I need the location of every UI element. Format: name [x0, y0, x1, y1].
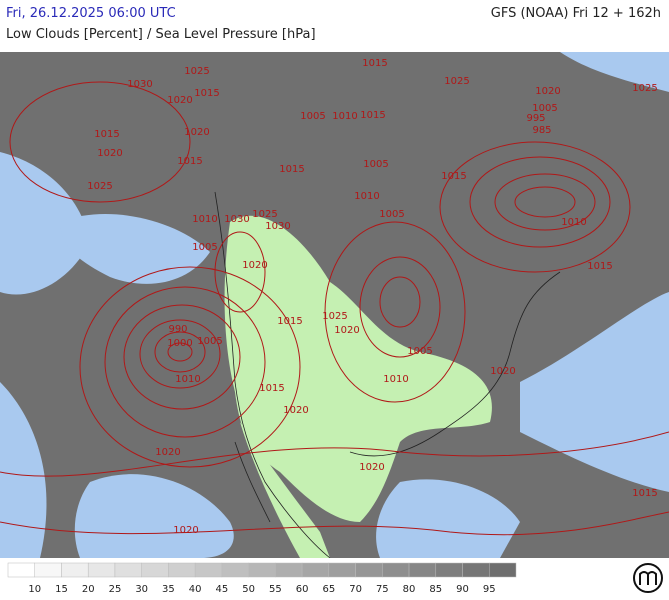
isobar-label: 1025: [444, 76, 469, 87]
isobar-label: 1020: [535, 86, 560, 97]
ocean-clear: [0, 52, 669, 558]
legend-tick-label: 25: [109, 584, 122, 595]
land-clear: [240, 422, 330, 558]
legend-swatch: [7, 562, 35, 578]
isobar-label: 985: [532, 125, 551, 136]
isobars: [0, 81, 669, 536]
isobar-label: 1020: [334, 325, 359, 336]
isobar-label: 1015: [194, 88, 219, 99]
isobar-label: 1010: [332, 111, 357, 122]
isobar-label: 1015: [441, 171, 466, 182]
isobar-label: 1025: [632, 83, 657, 94]
legend-swatch: [87, 562, 116, 578]
legend-tick-label: 95: [483, 584, 496, 595]
isobar-label: 1020: [167, 95, 192, 106]
isobar-label: 1010: [561, 217, 586, 228]
legend-swatch: [275, 562, 303, 578]
isobar-label: 1025: [87, 181, 112, 192]
model-run: GFS (NOAA) Fri 12 + 162h: [490, 6, 661, 21]
isobar-label: 1015: [277, 316, 302, 327]
legend-swatch: [489, 562, 517, 578]
isobar-label: 1005: [192, 242, 217, 253]
isobar-label: 1015: [587, 261, 612, 272]
isobar-label: 1010: [383, 374, 408, 385]
isobar-label: 1015: [279, 164, 304, 175]
isobar-label: 1005: [363, 159, 388, 170]
legend-tick-label: 35: [162, 584, 175, 595]
legend-swatch: [408, 562, 437, 578]
isobar-label: 1005: [197, 336, 222, 347]
isobar-label: 1020: [490, 366, 515, 377]
isobar-label: 1000: [167, 338, 192, 349]
isobar-label: 1020: [242, 260, 267, 271]
isobar-label: 1025: [184, 66, 209, 77]
isobar-label: 1030: [127, 79, 152, 90]
subtitle: Low Clouds [Percent] / Sea Level Pressur…: [6, 27, 316, 42]
isobar-label: 1025: [252, 209, 277, 220]
isobar-label: 1030: [224, 214, 249, 225]
legend-swatch: [462, 562, 490, 578]
legend-swatch: [301, 562, 330, 578]
isobar-label: 1020: [359, 462, 384, 473]
isobar-label: 1020: [283, 405, 308, 416]
isobar-label: 1020: [97, 148, 122, 159]
legend-tick-label: 20: [82, 584, 95, 595]
legend-tick-label: 55: [269, 584, 282, 595]
isobar-label: 1010: [192, 214, 217, 225]
isobar-label: 1015: [177, 156, 202, 167]
isobar-label: 995: [526, 113, 545, 124]
legend-tick-label: 75: [376, 584, 389, 595]
legend-tick-label: 90: [456, 584, 469, 595]
legend-tick-label: 60: [296, 584, 309, 595]
isobar-label: 1015: [360, 110, 385, 121]
isobar-label: 1025: [322, 311, 347, 322]
legend-tick-label: 40: [189, 584, 202, 595]
isobar-label: 1005: [300, 111, 325, 122]
legend-swatch: [114, 562, 142, 578]
legend-swatch: [248, 562, 276, 578]
legend-swatch: [194, 562, 223, 578]
legend-tick-label: 30: [135, 584, 148, 595]
legend-swatch: [328, 562, 356, 578]
isobar-label: 1020: [155, 447, 180, 458]
isobar-label: 1010: [354, 191, 379, 202]
legend-swatch: [435, 562, 463, 578]
map: 1030102510201015101510201020101510251010…: [0, 52, 669, 600]
isobar-label: 1005: [379, 209, 404, 220]
legend-tick-label: 10: [28, 584, 41, 595]
isobar-label: 990: [168, 324, 187, 335]
isobar-label: 1005: [407, 346, 432, 357]
legend-tick-label: 65: [322, 584, 335, 595]
legend-swatch: [61, 562, 89, 578]
legend-tick-label: 50: [242, 584, 255, 595]
isobar-label: 1030: [265, 221, 290, 232]
isobar-label: 1005: [532, 103, 557, 114]
legend-swatch: [221, 562, 249, 578]
legend-swatch: [382, 562, 410, 578]
legend-swatch: [168, 562, 196, 578]
isobar-label: 1015: [259, 383, 284, 394]
isobar-label: 1015: [362, 58, 387, 69]
isobar-label: 1015: [94, 129, 119, 140]
legend-swatch: [141, 562, 169, 578]
legend-swatch: [355, 562, 383, 578]
legend-tick-label: 85: [429, 584, 442, 595]
legend-tick-label: 80: [403, 584, 416, 595]
legend-tick-label: 45: [216, 584, 229, 595]
datetime: Fri, 26.12.2025 06:00 UTC: [6, 6, 176, 21]
legend-tick-label: 70: [349, 584, 362, 595]
logo: [639, 571, 657, 585]
land-clear: [224, 215, 492, 522]
isobar-label: 1010: [175, 374, 200, 385]
legend-tick-label: 15: [55, 584, 68, 595]
isobar-label: 1020: [184, 127, 209, 138]
coastline: [214, 191, 561, 559]
isobar-label: 1020: [173, 525, 198, 536]
legend-swatch: [34, 562, 62, 578]
isobar-label: 1015: [632, 488, 657, 499]
